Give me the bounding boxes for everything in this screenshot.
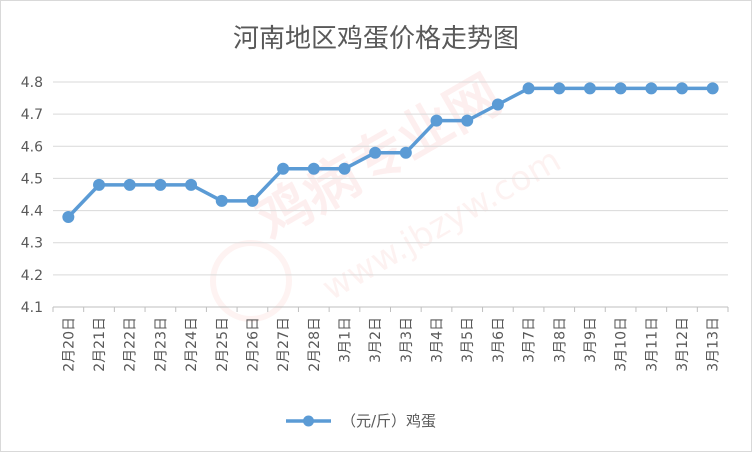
y-tick-label: 4.4 [21, 204, 43, 220]
data-point [491, 98, 504, 111]
x-tick-label: 2月24日 [184, 317, 200, 372]
data-point [522, 82, 535, 95]
x-tick-label: 2月28日 [307, 317, 323, 372]
x-tick-label: 3月11日 [644, 317, 660, 372]
y-tick-label: 4.8 [21, 75, 43, 91]
data-point [185, 178, 198, 191]
chart-title: 河南地区鸡蛋价格走势图 [233, 24, 519, 54]
data-point [154, 178, 167, 191]
data-point [246, 194, 259, 207]
series-line [67, 86, 713, 219]
data-point [307, 162, 320, 175]
x-tick-label: 3月7日 [522, 317, 538, 363]
legend-label: （元/斤）鸡蛋 [341, 412, 436, 430]
x-tick-label: 3月8日 [552, 317, 568, 363]
x-tick-label: 2月22日 [123, 317, 139, 372]
data-point [461, 114, 474, 127]
data-point [553, 82, 566, 95]
y-tick-label: 4.7 [21, 107, 43, 123]
x-tick-label: 3月2日 [368, 317, 384, 363]
y-tick-label: 4.5 [21, 171, 43, 187]
data-point [93, 178, 106, 191]
x-axis-ticks: 2月20日 2月21日 2月22日 2月23日 2月24日 2月25日 2月26日 2月27日… [61, 317, 721, 372]
data-point [62, 211, 75, 223]
data-point [399, 146, 412, 159]
data-point [430, 114, 443, 127]
x-tick-label: 3月10日 [614, 317, 630, 372]
data-point [277, 162, 290, 175]
data-point [675, 82, 688, 95]
watermark-logo: 鸡病专业网 www.jbzyw.com [210, 63, 568, 322]
x-tick-label: 3月1日 [337, 317, 353, 363]
data-point [614, 82, 627, 95]
data-point [215, 194, 228, 207]
y-axis-ticks: 4.1 4.2 4.3 4.4 4.5 4.6 4.7 4.8 [21, 75, 43, 316]
x-axis [52, 306, 729, 312]
data-point [369, 146, 382, 159]
x-tick-label: 3月5日 [460, 317, 476, 363]
data-point [123, 178, 136, 191]
data-point [706, 82, 719, 95]
x-tick-label: 2月20日 [61, 317, 77, 372]
y-tick-label: 4.3 [21, 236, 43, 252]
x-tick-label: 3月12日 [675, 317, 691, 372]
x-tick-label: 3月4日 [430, 317, 446, 363]
data-point [583, 82, 596, 95]
x-tick-label: 3月6日 [491, 317, 507, 363]
x-tick-label: 3月9日 [583, 317, 599, 363]
y-tick-label: 4.1 [21, 300, 43, 316]
x-tick-label: 2月23日 [153, 317, 169, 372]
x-tick-label: 2月25日 [215, 317, 231, 372]
series-line-eggs [62, 82, 719, 223]
x-tick-label: 3月3日 [399, 317, 415, 363]
x-tick-label: 2月27日 [276, 317, 292, 372]
data-point [645, 82, 658, 95]
x-tick-label: 3月13日 [706, 317, 722, 372]
x-tick-label: 2月26日 [245, 317, 261, 372]
y-tick-label: 4.6 [21, 139, 43, 155]
legend: （元/斤）鸡蛋 [286, 412, 436, 430]
y-tick-label: 4.2 [21, 268, 43, 284]
x-tick-label: 2月21日 [92, 317, 108, 372]
gridlines [53, 81, 728, 276]
legend-point-marker [303, 415, 314, 427]
data-point [338, 162, 351, 175]
